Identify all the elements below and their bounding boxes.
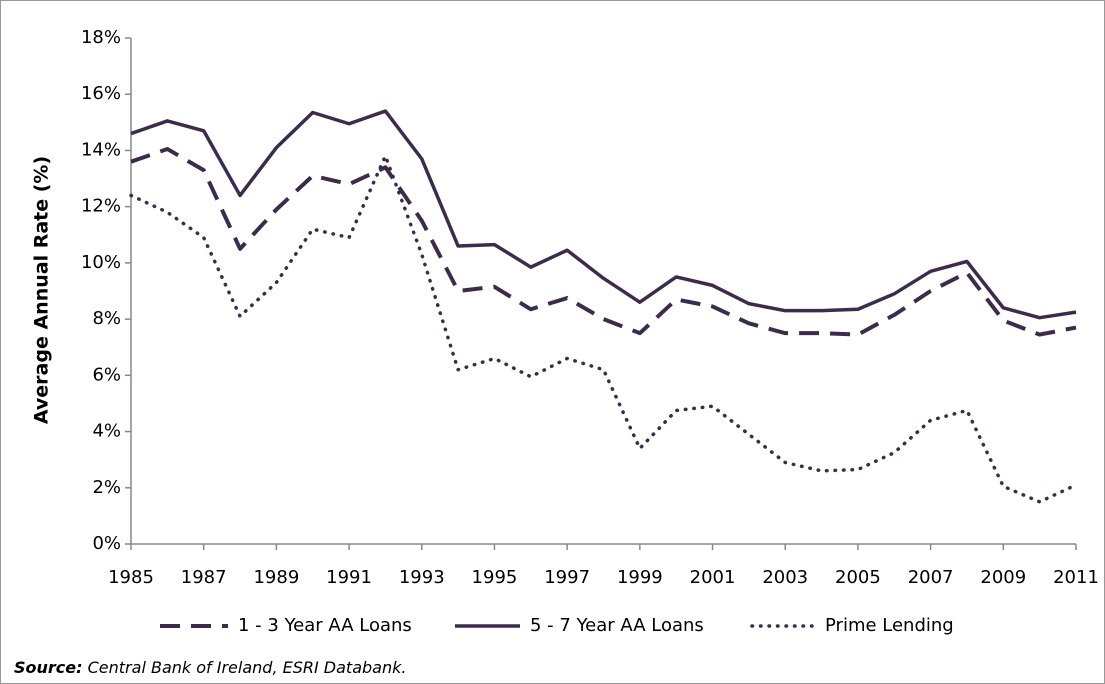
x-tick-label: 1991 — [326, 567, 372, 588]
x-tick-label: 2003 — [762, 567, 808, 588]
x-tick-label: 2009 — [980, 567, 1026, 588]
y-tick-label: 14% — [81, 139, 121, 160]
y-tick-label: 4% — [92, 421, 121, 442]
y-tick-label: 0% — [92, 533, 121, 554]
x-tick-label: 1995 — [472, 567, 518, 588]
x-tick-label: 2005 — [835, 567, 881, 588]
source-text: Central Bank of Ireland, ESRI Databank. — [88, 658, 407, 677]
legend-label: Prime Lending — [825, 615, 954, 636]
y-tick-label: 8% — [92, 308, 121, 329]
y-tick-label: 10% — [81, 252, 121, 273]
legend-label: 5 - 7 Year AA Loans — [530, 615, 704, 636]
source-label: Source: — [14, 658, 83, 677]
x-tick-label: 1989 — [253, 567, 299, 588]
source-note: Source: Central Bank of Ireland, ESRI Da… — [14, 658, 406, 677]
x-tick-label: 1999 — [617, 567, 663, 588]
series-line — [130, 147, 1077, 337]
x-tick-label: 2007 — [908, 567, 954, 588]
series-line — [130, 109, 1077, 320]
y-axis-title: Average Annual Rate (%) — [31, 156, 53, 424]
y-tick-label: 2% — [92, 477, 121, 498]
y-tick-label: 18% — [81, 27, 121, 48]
x-tick-label: 1985 — [108, 567, 154, 588]
y-tick-label: 16% — [81, 83, 121, 104]
y-tick-label: 6% — [92, 364, 121, 385]
series-line — [129, 154, 1078, 504]
x-tick-label: 1993 — [399, 567, 445, 588]
legend-label: 1 - 3 Year AA Loans — [238, 615, 412, 636]
x-tick-label: 2001 — [690, 567, 736, 588]
y-tick-label: 12% — [81, 196, 121, 217]
x-tick-label: 1997 — [544, 567, 590, 588]
x-tick-label: 2011 — [1053, 567, 1099, 588]
x-tick-label: 1987 — [181, 567, 227, 588]
